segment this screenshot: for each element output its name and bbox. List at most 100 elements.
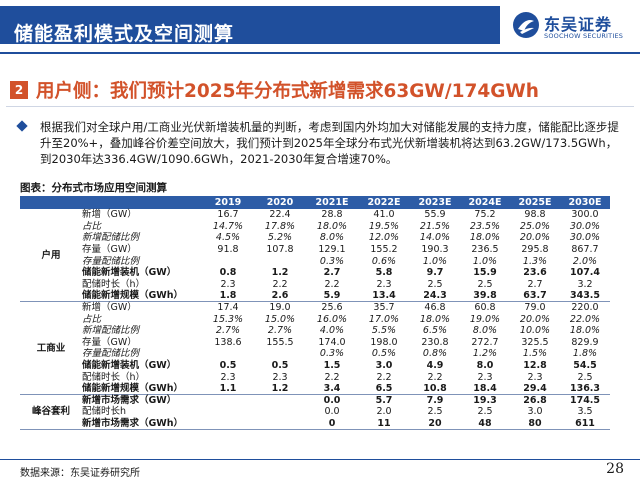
header-divider — [0, 52, 640, 54]
table-cell: 4.0% — [319, 325, 345, 337]
table-cell: 198.0 — [370, 336, 398, 348]
table-cell: 18.0% — [419, 313, 451, 325]
table-cell — [202, 348, 254, 360]
table-cell: 343.5 — [560, 290, 610, 303]
table-cell: 63.7 — [510, 290, 560, 303]
table-cell: 2.6 — [254, 290, 306, 303]
table-cell: 2.5 — [427, 278, 443, 290]
table-cell — [254, 395, 306, 407]
group-label: 户用 — [20, 209, 82, 303]
table-cell: 60.8 — [474, 302, 496, 314]
table-cell: 1.8 — [202, 290, 254, 303]
table-cell: 3.0 — [527, 406, 543, 418]
table-cell: 2.5 — [477, 406, 493, 418]
table-cell: 19.0% — [469, 313, 501, 325]
table-cell: 22.4 — [269, 209, 291, 221]
diamond-bullet-icon — [16, 120, 28, 132]
table-cell: 30.0% — [569, 232, 601, 244]
table-cell: 14.7% — [212, 220, 244, 232]
table-cell: 11 — [358, 417, 410, 430]
column-header: 2020 — [254, 196, 306, 209]
table-cell: 1.3% — [522, 255, 548, 267]
table-cell: 10.0% — [519, 325, 551, 337]
table-cell — [254, 348, 306, 360]
table-cell — [254, 255, 306, 267]
table-cell: 8.0% — [472, 325, 498, 337]
table-cell: 2.7% — [215, 325, 241, 337]
soochow-logo-icon — [513, 12, 539, 38]
table-cell: 2.3 — [272, 371, 288, 383]
table-cell: 2.3 — [527, 371, 543, 383]
row-label: 新增（GW） — [82, 209, 137, 221]
table-cell: 138.6 — [214, 336, 242, 348]
table-cell: 107.4 — [569, 267, 601, 279]
table-cell: 611 — [560, 417, 610, 430]
table-cell: 4.5% — [215, 232, 241, 244]
table-cell: 48 — [460, 417, 510, 430]
table-cell: 1.2 — [271, 267, 289, 279]
table-cell: 23.5% — [469, 220, 501, 232]
table-cell: 14.0% — [419, 232, 451, 244]
table-cell: 79.0 — [524, 302, 546, 314]
table-cell: 1.1 — [202, 382, 254, 395]
table-row: 储能新增装机（GW） 0.8 1.2 2.7 5.8 9.7 15.9 23.6 107.4 — [20, 267, 610, 279]
table-cell: 155.5 — [266, 336, 294, 348]
table-cell: 26.8 — [523, 395, 547, 407]
column-header: 2023E — [410, 196, 460, 209]
table-row: 储能新增规模（GWh） 1.1 1.2 3.4 6.5 10.8 18.4 29.4 136.3 — [20, 382, 610, 395]
table-cell: 0.5 — [271, 360, 289, 372]
table-cell: 1.8% — [572, 348, 598, 360]
table-cell: 2.5 — [427, 406, 443, 418]
table-row: 存量配储比例 0.3% 0.5% 0.8% 1.2% 1.5% 1.8% — [20, 348, 610, 360]
table-cell: 15.3% — [212, 313, 244, 325]
table-cell: 129.1 — [318, 244, 346, 256]
row-label: 存量（GW） — [82, 336, 137, 348]
table-cell: 20.0% — [519, 313, 551, 325]
table-cell: 2.2 — [324, 371, 340, 383]
table-cell: 35.7 — [373, 302, 395, 314]
table-cell: 41.0 — [373, 209, 395, 221]
table-cell: 91.8 — [217, 244, 239, 256]
table-cell: 23.6 — [523, 267, 547, 279]
table-cell: 16.7 — [217, 209, 239, 221]
slide-title: 储能盈利模式及空间测算 — [14, 23, 235, 45]
table-cell: 20.0% — [519, 232, 551, 244]
table-cell: 0.8% — [422, 348, 448, 360]
column-header: 2030E — [560, 196, 610, 209]
logo-chinese-name: 东吴证券 — [544, 15, 613, 34]
table-row: 工商业 新增（GW） 17.4 19.0 25.6 35.7 46.8 60.8 79.0 220… — [20, 301, 610, 395]
table-cell: 3.0 — [375, 360, 393, 372]
table-cell: 829.9 — [571, 336, 599, 348]
table-cell: 2.2 — [376, 371, 392, 383]
header-blank — [82, 196, 202, 209]
table-row: 新增市场需求（GWh） 0 11 20 48 80 611 — [20, 417, 610, 430]
table-cell: 155.2 — [370, 244, 398, 256]
table-cell — [254, 406, 306, 418]
slide-header: 储能盈利模式及空间测算 东吴证券 SOOCHOW SECURITIES — [0, 0, 640, 58]
column-header: 2025E — [510, 196, 560, 209]
table-cell: 5.9 — [306, 290, 358, 303]
table-cell: 5.5% — [371, 325, 397, 337]
table-cell: 2.3 — [376, 278, 392, 290]
table-row: 储能新增装机（GW） 0.5 0.5 1.5 3.0 4.9 8.0 12.8 54.5 — [20, 360, 610, 372]
table-cell: 5.7 — [375, 395, 393, 407]
table-row: 占比 14.7% 17.8% 18.0% 19.5% 21.5% 23.5% 25.0% 30.… — [20, 221, 610, 233]
row-label: 存量配储比例 — [82, 348, 140, 360]
table-cell: 230.8 — [421, 336, 449, 348]
row-label: 储能新增装机（GW） — [82, 267, 177, 279]
table-cell: 9.7 — [426, 267, 444, 279]
table-cell: 2.5 — [477, 278, 493, 290]
header-title-bar: 储能盈利模式及空间测算 — [0, 6, 500, 45]
table-cell: 17.0% — [368, 313, 400, 325]
table-cell: 2.7% — [267, 325, 293, 337]
table-cell: 7.9 — [426, 395, 444, 407]
table-cell: 867.7 — [571, 244, 599, 256]
row-label: 新增（GW） — [82, 302, 137, 314]
table-cell: 2.0 — [376, 406, 392, 418]
section-heading: 2 用户侧：我们预计2025年分布式新增需求63GW/174GWh — [6, 76, 634, 102]
table-cell: 2.7 — [527, 278, 543, 290]
column-header: 2024E — [460, 196, 510, 209]
table-cell: 16.0% — [316, 313, 348, 325]
table-cell: 0.6% — [371, 255, 397, 267]
table-cell: 2.2 — [272, 278, 288, 290]
